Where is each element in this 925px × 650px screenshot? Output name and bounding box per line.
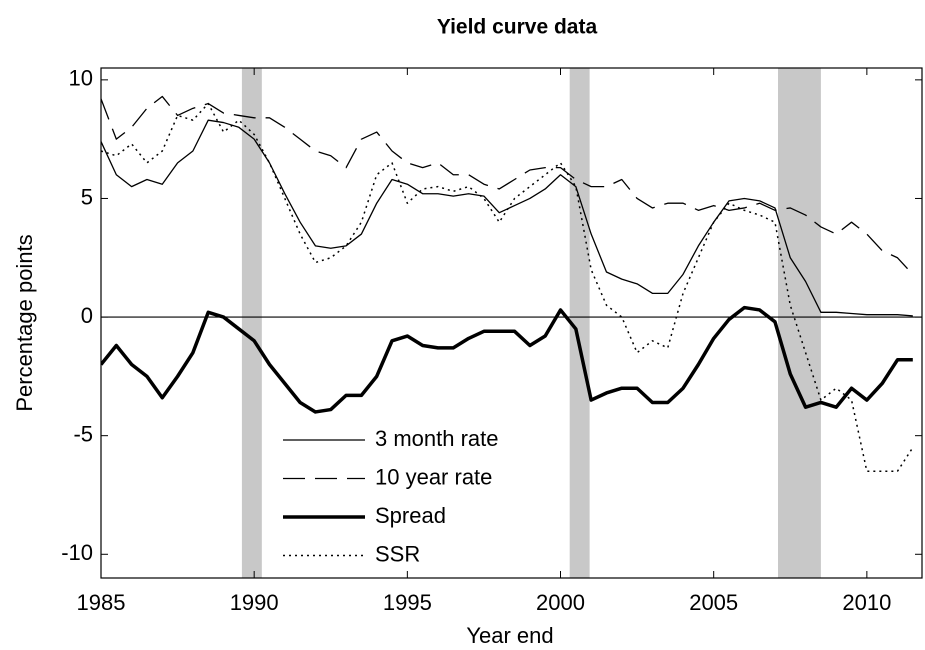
y-axis-label: Percentage points <box>12 234 37 411</box>
y-tick-label: -10 <box>61 540 93 565</box>
legend-label: 3 month rate <box>375 426 499 451</box>
chart-title: Yield curve data <box>437 16 598 39</box>
x-tick-label: 1995 <box>383 590 432 615</box>
legend-label: Spread <box>375 503 446 528</box>
plot-layer <box>101 68 922 578</box>
recession-shade <box>241 68 262 578</box>
x-tick-label: 1990 <box>230 590 279 615</box>
series-line <box>101 305 913 414</box>
recession-shade <box>569 68 590 578</box>
recession-shade <box>778 68 821 578</box>
series-line <box>101 95 914 275</box>
x-tick-label: 2005 <box>689 590 738 615</box>
x-tick-label: 2000 <box>536 590 585 615</box>
plot-frame <box>100 67 923 579</box>
x-axis-label: Year end <box>466 623 553 648</box>
x-tick-label: 2010 <box>842 590 891 615</box>
y-tick-label: 5 <box>81 184 93 209</box>
legend-label: SSR <box>375 541 420 566</box>
y-tick-label: 10 <box>69 66 93 91</box>
x-tick-label: 1985 <box>77 590 126 615</box>
legend-label: 10 year rate <box>375 464 492 489</box>
y-tick-label: 0 <box>81 303 93 328</box>
y-tick-label: -5 <box>73 421 93 446</box>
series-line <box>101 102 914 473</box>
